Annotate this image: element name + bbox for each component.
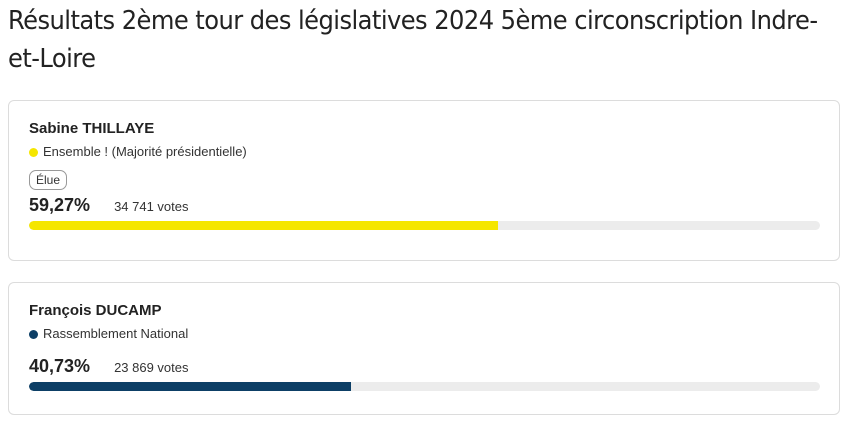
result-bar-track xyxy=(29,382,820,391)
party-label: Ensemble ! (Majorité présidentielle) xyxy=(43,144,247,159)
party-label: Rassemblement National xyxy=(43,326,189,341)
page-title: Résultats 2ème tour des législatives 202… xyxy=(8,6,818,74)
candidate-party: Ensemble ! (Majorité présidentielle) xyxy=(29,143,819,161)
candidate-name: Sabine THILLAYE xyxy=(29,120,155,137)
candidate-party: Rassemblement National xyxy=(29,325,819,343)
candidate-list: Sabine THILLAYE Ensemble ! (Majorité pré… xyxy=(8,100,840,415)
party-color-dot-icon xyxy=(29,147,38,157)
party-color-dot-icon xyxy=(29,329,38,339)
candidate-card: François DUCAMP Rassemblement National 4… xyxy=(8,282,840,415)
vote-count: 23 869 votes xyxy=(114,360,189,375)
elected-badge: Élue xyxy=(29,170,68,190)
vote-percentage: 40,73% xyxy=(29,356,91,376)
vote-count: 34 741 votes xyxy=(114,199,189,214)
vote-percentage: 59,27% xyxy=(29,195,91,215)
result-bar-track xyxy=(29,221,820,230)
candidate-name: François DUCAMP xyxy=(29,302,162,319)
result-bar-fill xyxy=(29,382,352,391)
result-line: 59,27% 34 741 votes xyxy=(29,194,819,216)
result-bar-fill xyxy=(29,221,498,230)
result-line: 40,73% 23 869 votes xyxy=(29,355,819,377)
title-container: Résultats 2ème tour des législatives 202… xyxy=(8,0,841,90)
candidate-card: Sabine THILLAYE Ensemble ! (Majorité pré… xyxy=(8,100,840,261)
